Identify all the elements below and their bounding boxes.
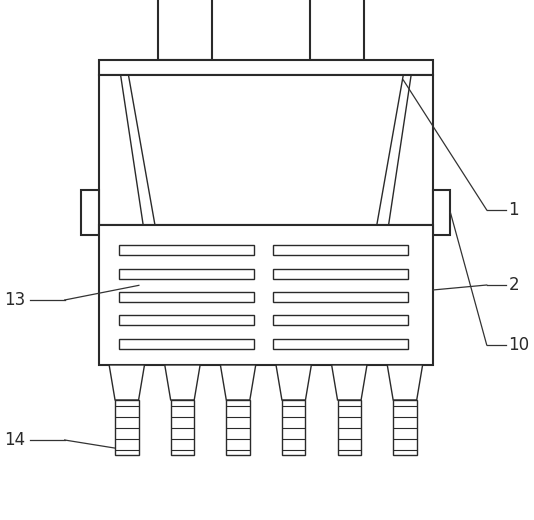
Bar bbox=[273, 269, 408, 279]
Bar bbox=[119, 292, 254, 302]
Polygon shape bbox=[221, 365, 256, 400]
Bar bbox=[337, 400, 361, 455]
Polygon shape bbox=[165, 365, 200, 400]
Bar bbox=[158, 0, 212, 60]
Bar bbox=[119, 339, 254, 349]
Bar bbox=[119, 269, 254, 279]
Bar bbox=[99, 75, 433, 225]
Bar bbox=[99, 225, 433, 365]
Bar bbox=[226, 400, 250, 455]
Bar bbox=[81, 190, 99, 235]
Bar bbox=[310, 0, 364, 60]
Polygon shape bbox=[276, 365, 311, 400]
Bar bbox=[393, 400, 417, 455]
Text: 10: 10 bbox=[508, 336, 529, 354]
Polygon shape bbox=[109, 365, 145, 400]
Bar bbox=[119, 245, 254, 255]
Bar bbox=[282, 400, 305, 455]
Bar bbox=[273, 292, 408, 302]
Bar bbox=[273, 315, 408, 326]
Bar bbox=[115, 400, 139, 455]
Text: 2: 2 bbox=[508, 276, 519, 294]
Polygon shape bbox=[387, 365, 422, 400]
Bar bbox=[99, 60, 433, 75]
Bar bbox=[171, 400, 194, 455]
Text: 13: 13 bbox=[4, 291, 26, 309]
Bar bbox=[119, 315, 254, 326]
Polygon shape bbox=[332, 365, 367, 400]
Text: 1: 1 bbox=[508, 201, 519, 219]
Bar bbox=[433, 190, 450, 235]
Text: 14: 14 bbox=[4, 431, 26, 449]
Bar bbox=[273, 245, 408, 255]
Bar bbox=[273, 339, 408, 349]
